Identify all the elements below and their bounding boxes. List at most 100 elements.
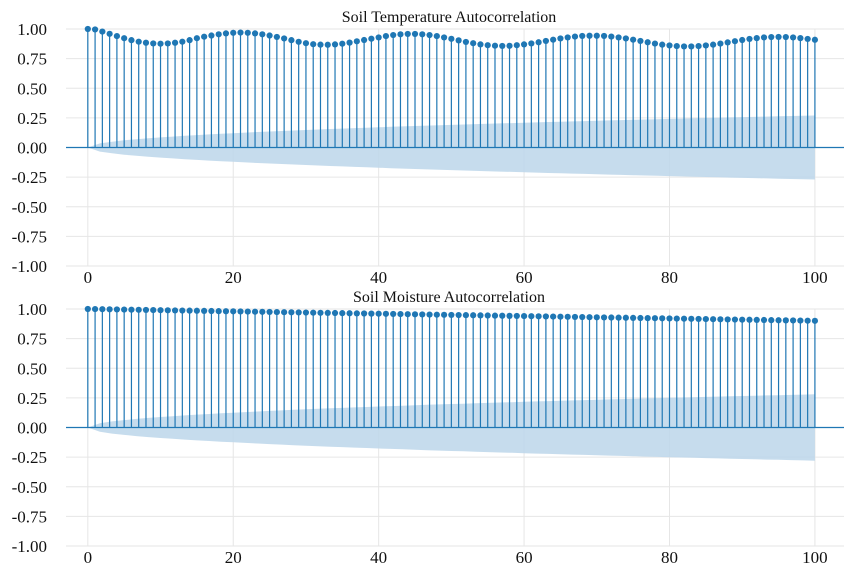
x-tick-label: 0 [84,548,93,567]
acf-point [201,307,208,314]
acf-point [477,41,484,48]
acf-point [266,308,273,316]
acf-point [608,314,615,321]
acf-point [644,315,651,322]
acf-point [390,310,397,318]
acf-point [426,31,433,39]
acf-point [440,311,448,318]
x-tick-label: 100 [802,268,828,287]
acf-point [651,315,659,322]
acf-point [811,36,819,43]
acf-point [302,40,310,47]
acf-point [739,36,746,44]
x-tick-label: 40 [370,268,387,287]
acf-point [564,313,571,320]
acf-point [230,308,237,315]
acf-point [99,306,106,313]
acf-point [448,311,455,319]
acf-point [702,315,709,323]
chart-title: Soil Moisture Autocorrelation [353,289,545,306]
acf-point [455,311,462,319]
acf-point [790,317,797,324]
acf-point [288,309,295,316]
acf-point [331,41,339,48]
acf-point [586,314,593,321]
acf-point [760,316,768,324]
acf-point [208,32,215,39]
y-tick-label: 1.00 [17,300,47,319]
chart-title: Soil Temperature Autocorrelation [342,9,557,26]
acf-point [557,35,564,42]
acf-point [782,33,789,41]
x-tick-label: 60 [516,548,533,567]
acf-point [535,313,542,320]
acf-point [186,37,193,44]
acf-point [368,35,375,42]
y-tick-label: 0.75 [17,50,47,69]
acf-point [375,310,382,317]
acf-point [135,306,142,313]
acf-point [142,39,150,46]
acf-point [579,313,586,321]
acf-point [171,307,179,314]
y-tick-label: -0.75 [12,227,47,246]
acf-point [164,40,171,47]
acf-point [644,39,651,46]
acf-point [106,30,113,37]
acf-point [804,317,811,324]
acf-point [666,42,673,49]
acf-point [622,35,629,42]
acf-point [259,31,266,38]
acf-point [397,310,404,318]
y-tick-label: -0.25 [12,168,47,187]
acf-point [513,312,520,320]
acf-point [288,37,295,44]
acf-point [157,40,164,47]
y-tick-label: -0.50 [12,478,47,497]
acf-point [215,308,222,315]
y-tick-label: -1.00 [12,537,47,556]
acf-point [680,43,688,50]
soil-temperature-acf-panel: 1.00 0.75 0.50 0.25 0.00 -0.25 -0.50 -0.75 -1.00… [12,9,844,287]
acf-point [302,309,310,316]
acf-point [695,315,702,323]
acf-point [760,34,768,41]
acf-point [593,314,600,321]
x-tick-label: 100 [802,548,828,567]
acf-point [477,312,484,319]
acf-point [382,33,390,40]
x-tick-label: 20 [225,548,242,567]
acf-point [179,38,186,45]
acf-point [135,38,142,45]
acf-point [411,311,419,318]
acf-point [404,30,411,38]
acf-point [615,34,622,41]
acf-point [520,313,528,320]
acf-point [382,310,390,317]
tick-labels: 1.00 0.75 0.50 0.25 0.00 -0.25 -0.50 -0.75 -1.00… [12,300,828,567]
acf-point [615,314,622,321]
acf-point [157,307,164,314]
acf-point [295,309,302,316]
acf-point [113,33,120,40]
acf-point [419,311,426,318]
acf-point [455,37,462,44]
acf-point [571,33,579,40]
acf-point [775,317,782,324]
x-tick-label: 80 [661,548,678,567]
acf-point [426,311,433,318]
acf-point [448,35,455,42]
acf-point [630,36,637,43]
acf-point [208,307,215,315]
acf-point [717,40,724,47]
acf-point [768,33,775,41]
acf-point [622,314,629,321]
acf-point [317,309,324,316]
acf-point [724,39,731,46]
acf-point [186,307,193,314]
acf-point [353,38,360,45]
acf-point [193,35,200,42]
acf-point [688,315,695,322]
acf-point [121,306,128,313]
acf-point [484,42,491,49]
